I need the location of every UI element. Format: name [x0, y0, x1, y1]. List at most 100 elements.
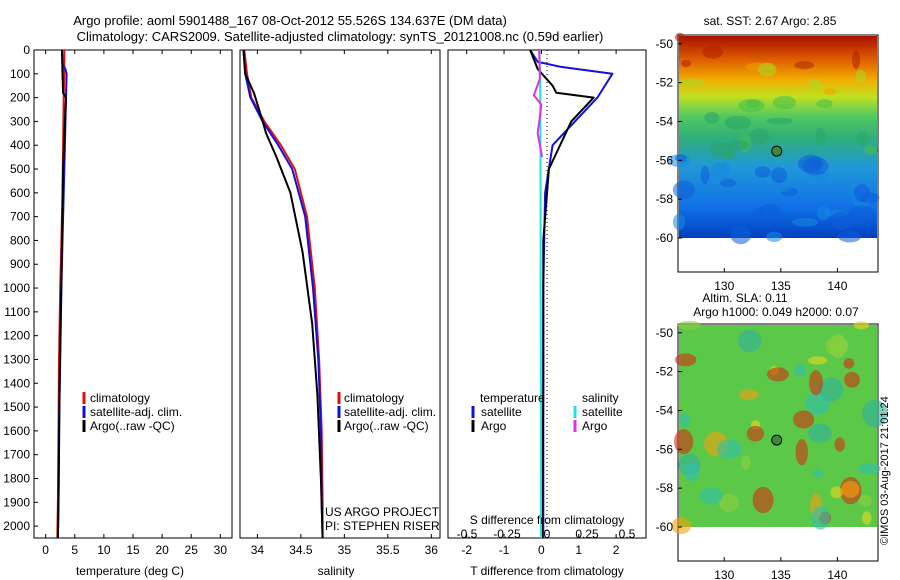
legend-label-satellite: satellite-adj. clim. [90, 405, 182, 419]
legend-label-climatology: climatology [344, 391, 404, 405]
sst-patch [815, 127, 826, 146]
sst-patch [816, 206, 831, 221]
legend-label-argo: Argo(..raw -QC) [344, 419, 429, 433]
sst-patch [808, 78, 822, 90]
sla-patch [700, 487, 723, 505]
sla-patch [862, 511, 872, 525]
sla-patch [844, 371, 860, 388]
lat-tick-label: -52 [656, 76, 674, 90]
sla-patch [858, 494, 872, 507]
sst-map-axes: -50 -52 -54 -56 -58 -60 130 135 140 [656, 37, 848, 293]
lon-tick-label: 140 [827, 279, 847, 293]
sst-patch [823, 88, 837, 96]
sla-patch [767, 367, 789, 382]
y-tick-label: 1800 [3, 471, 30, 485]
sla-patch [829, 333, 847, 359]
sst-patch [710, 162, 728, 183]
sst-patch [730, 226, 751, 245]
lon-tick-label: 140 [827, 568, 847, 580]
temperature-difference-label: T difference from climatology [470, 564, 624, 578]
y-tick-label: 1400 [3, 376, 30, 390]
x-tick-label: 36 [425, 543, 439, 557]
x-tick-label: 0 [42, 543, 49, 557]
y-tick-label: 2000 [3, 519, 30, 533]
credit-text: ©IMOS 03-Aug-2017 21:01:24 [879, 396, 891, 545]
sst-map-panel: sat. SST: 2.67 Argo: 2.85 -50-52-54-56-5… [656, 14, 880, 293]
lat-tick-label: -58 [656, 481, 674, 495]
sst-patch [672, 180, 696, 200]
sla-patch [739, 389, 759, 400]
salinity-panel: 34 34.5 35 35.5 36 climatology satellite-adj… [239, 49, 441, 578]
legend-header-temperature: temperature [480, 391, 545, 405]
salinity-difference-label: S difference from climatology [470, 513, 625, 527]
sst-patch [674, 32, 685, 42]
y-tick-label: 1000 [3, 281, 30, 295]
sst-patch [704, 111, 720, 124]
sla-patch [740, 455, 751, 470]
temperature-series [56, 49, 68, 539]
x-tick-label: 1 [575, 543, 582, 557]
lat-tick-label: -60 [656, 231, 674, 245]
y-tick-label: 100 [10, 67, 30, 81]
sla-patch [813, 468, 823, 478]
lat-tick-label: -56 [656, 442, 674, 456]
sla-map-title-2: Argo h1000: 0.049 h2000: 0.07 [693, 305, 859, 319]
sla-patch [818, 377, 844, 402]
sst-patch [758, 62, 777, 77]
sla-patch [853, 321, 869, 330]
series-line-3 [532, 49, 544, 158]
sst-patch [794, 61, 815, 70]
sst-patch [677, 78, 705, 87]
legend-label-s-satellite: satellite [582, 405, 623, 419]
y-tick-label: 1900 [3, 495, 30, 509]
sst-patch [856, 131, 869, 146]
sst-patch [720, 178, 737, 188]
legend-label-t-argo: Argo [481, 419, 507, 433]
sla-map-axes: -50 -52 -54 -56 -58 -60 130 135 140 [656, 326, 848, 580]
sst-patch [855, 69, 867, 83]
sla-patch [671, 517, 692, 534]
y-tick-label: 1600 [3, 424, 30, 438]
series-line-1 [529, 49, 595, 539]
salinity-x-axis: 34 34.5 35 35.5 36 [251, 50, 439, 557]
sla-patch [677, 320, 702, 330]
y-tick-label: 600 [10, 186, 30, 200]
y-tick-label: 1300 [3, 352, 30, 366]
sla-patch [717, 439, 742, 459]
sst-patch [771, 167, 787, 184]
sla-patch [684, 462, 700, 482]
depth-axis: 0 100 200 300 400 500 600 700 800 900 1000 1100 1200… [3, 43, 38, 533]
sla-patch [808, 423, 832, 443]
y-tick-label: 700 [10, 210, 30, 224]
sla-patch [841, 480, 860, 498]
series-line-2 [242, 49, 324, 539]
y-tick-label: 1700 [3, 448, 30, 462]
salinity-series [242, 49, 324, 539]
temperature-plot-frame [33, 49, 233, 539]
difference-x-axis: -2 -1 0 1 2 [461, 50, 620, 557]
sst-patch [708, 142, 733, 158]
salinity-x-label: salinity [318, 564, 355, 578]
title-line-2: Climatology: CARS2009. Satellite-adjuste… [77, 29, 604, 44]
temperature-legend: climatology satellite-adj. clim. Argo(..… [82, 391, 182, 433]
lon-tick-label: 130 [714, 568, 734, 580]
legend-label-climatology: climatology [90, 391, 150, 405]
sst-patch [681, 59, 692, 68]
sst-patch [672, 213, 686, 231]
s-tick-label: 0.5 [619, 527, 636, 541]
legend-label-t-satellite: satellite [481, 405, 522, 419]
sla-patch [674, 429, 694, 455]
sla-patch [809, 370, 823, 396]
salinity-plot-frame [239, 49, 441, 539]
y-tick-label: 400 [10, 138, 30, 152]
lon-tick-label: 130 [714, 279, 734, 293]
x-tick-label: 25 [185, 543, 199, 557]
x-tick-label: 20 [155, 543, 169, 557]
sst-patch [766, 231, 783, 242]
sla-patch [737, 329, 762, 353]
y-tick-label: 800 [10, 233, 30, 247]
sst-patch [864, 145, 878, 155]
argo-float-marker [771, 145, 783, 157]
sla-patch [674, 353, 697, 367]
